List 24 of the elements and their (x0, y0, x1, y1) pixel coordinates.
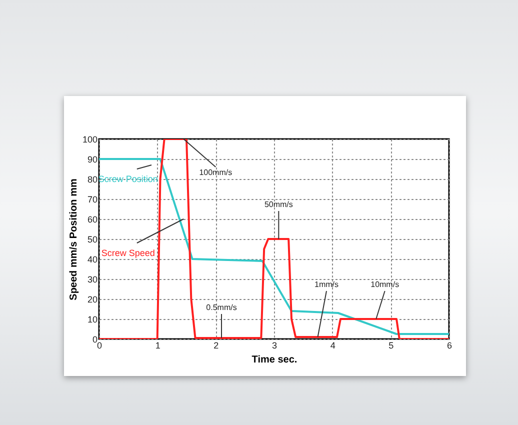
annotation: 0.5mm/s (206, 303, 237, 312)
y-tick-label: 90 (87, 154, 98, 164)
y-tick-label: 20 (87, 294, 98, 304)
y-tick-label: 10 (87, 314, 98, 324)
x-axis-title: Time sec. (252, 354, 298, 366)
annotation: 100mm/s (199, 168, 232, 177)
y-axis-title: Speed mm/s Position mm (68, 178, 80, 300)
x-tick-label: 4 (330, 340, 336, 350)
y-tick-label: 30 (87, 274, 98, 284)
y-tick-label: 50 (87, 234, 98, 244)
y-tick-label: 40 (87, 254, 98, 264)
x-tick-label: 6 (446, 340, 452, 350)
x-tick-label: 5 (388, 340, 394, 350)
y-tick-label: 80 (87, 174, 98, 184)
y-tick-label: 70 (87, 194, 98, 204)
annotation: 1mm/s (314, 280, 338, 289)
annotation: 50mm/s (264, 200, 293, 209)
x-tick-label: 1 (155, 340, 160, 350)
y-tick-label: 60 (87, 214, 98, 224)
y-tick-label: 100 (82, 134, 98, 144)
x-tick-label: 2 (214, 340, 219, 350)
x-tick-label: 3 (272, 340, 278, 350)
annotation: 10mm/s (370, 280, 400, 289)
series-label: Screw Speed (101, 248, 155, 258)
